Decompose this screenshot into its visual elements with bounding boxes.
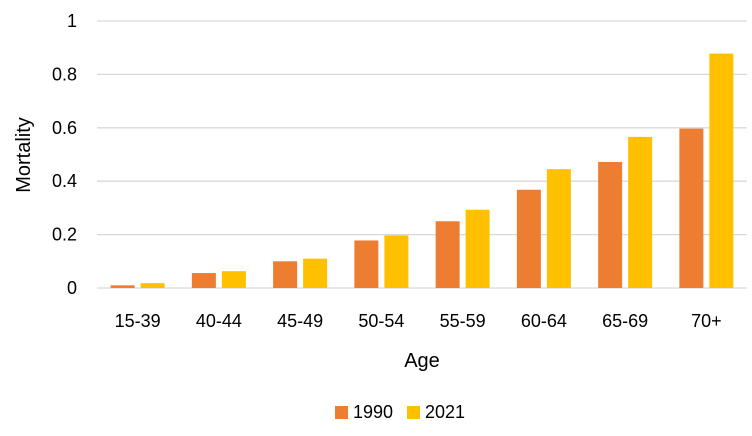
y-axis-title: Mortality — [13, 117, 35, 193]
bar-2021-70+ — [709, 53, 734, 288]
y-tick-label: 0.4 — [52, 171, 77, 191]
x-tick-label: 50-54 — [358, 311, 404, 331]
y-axis-tick-labels: 0 0.2 0.4 0.6 0.8 1 — [52, 11, 77, 298]
legend: 1990 2021 — [335, 402, 465, 422]
bar-1990-70+ — [679, 128, 704, 288]
bar-1990-40-44 — [191, 273, 216, 288]
x-tick-label: 55-59 — [440, 311, 486, 331]
bar-1990-45-49 — [273, 261, 298, 288]
y-tick-label: 1 — [67, 11, 77, 31]
bar-2021-40-44 — [221, 271, 246, 288]
bar-1990-60-64 — [516, 189, 541, 288]
x-axis-tick-labels: 15-39 40-44 45-49 50-54 55-59 60-64 65-69 70+ — [115, 311, 722, 331]
legend-label: 2021 — [425, 402, 465, 422]
bars — [110, 53, 734, 288]
bar-2021-45-49 — [303, 258, 328, 288]
y-tick-label: 0.6 — [52, 118, 77, 138]
bar-2021-65-69 — [628, 136, 653, 288]
legend-swatch — [335, 406, 348, 419]
bar-2021-50-54 — [384, 235, 409, 288]
x-tick-label: 40-44 — [196, 311, 242, 331]
bar-1990-65-69 — [598, 161, 623, 288]
x-tick-label: 70+ — [691, 311, 722, 331]
x-tick-label: 15-39 — [115, 311, 161, 331]
bar-1990-50-54 — [354, 240, 379, 288]
bar-2021-60-64 — [546, 169, 571, 288]
y-tick-label: 0.8 — [52, 64, 77, 84]
bar-2021-15-39 — [140, 283, 165, 288]
x-axis-title: Age — [404, 350, 440, 372]
legend-swatch — [407, 406, 420, 419]
y-tick-label: 0 — [67, 278, 77, 298]
x-tick-label: 60-64 — [521, 311, 567, 331]
x-tick-label: 65-69 — [602, 311, 648, 331]
bar-1990-55-59 — [435, 221, 460, 288]
y-tick-label: 0.2 — [52, 225, 77, 245]
bar-1990-15-39 — [110, 285, 135, 288]
x-tick-label: 45-49 — [277, 311, 323, 331]
legend-label: 1990 — [353, 402, 393, 422]
bar-2021-55-59 — [465, 209, 490, 288]
